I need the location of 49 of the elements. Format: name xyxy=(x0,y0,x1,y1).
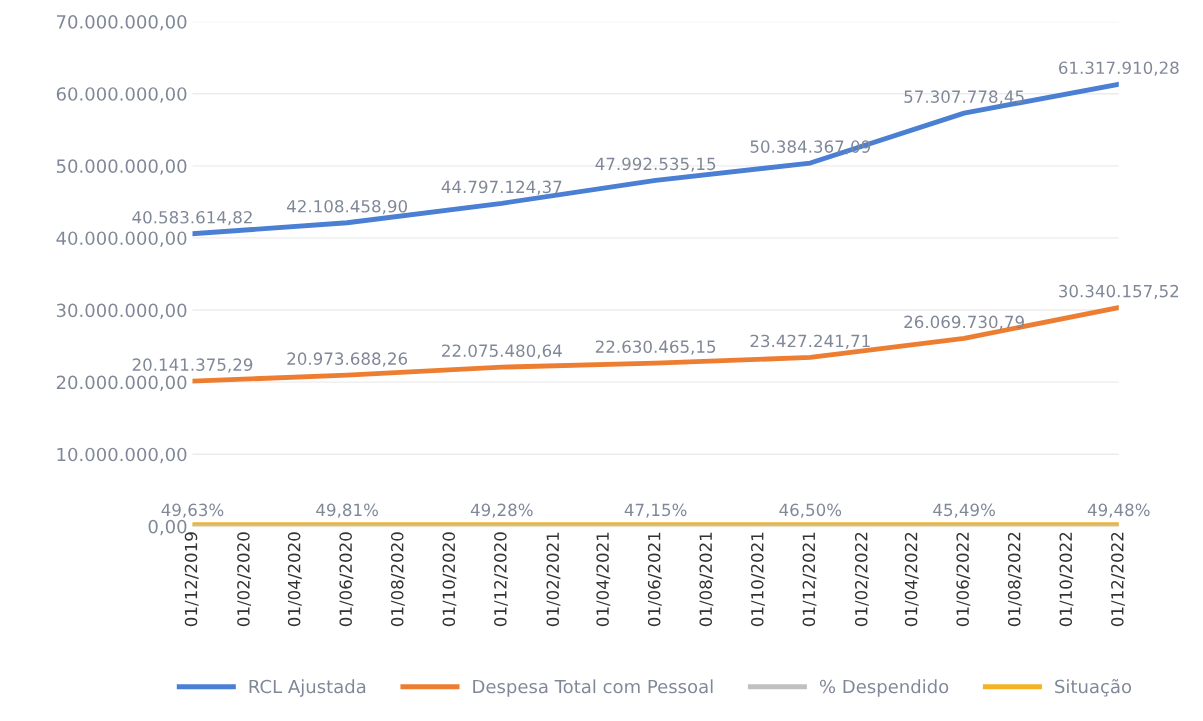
data-label: 49,63% xyxy=(161,503,224,518)
x-tick-label: 01/06/2021 xyxy=(647,532,662,627)
data-label: 49,48% xyxy=(1087,503,1150,518)
data-label: 23.427.241,71 xyxy=(750,334,870,349)
data-label: 40.583.614,82 xyxy=(132,210,252,226)
x-tick-label: 01/08/2021 xyxy=(699,532,714,627)
data-label: 45,49% xyxy=(933,503,995,518)
data-label: 61.317.910,28 xyxy=(1058,61,1179,76)
x-tick-label: 01/12/2020 xyxy=(494,532,508,627)
data-label: 26.069.730,79 xyxy=(904,315,1024,330)
data-label: 47.992.535,15 xyxy=(595,157,716,172)
x-tick-label: 01/08/2022 xyxy=(1007,532,1022,627)
data-label: 42.108.458,90 xyxy=(287,199,408,215)
x-tick-label: 01/02/2020 xyxy=(237,532,252,627)
x-tick-label: 01/04/2022 xyxy=(904,532,919,627)
x-tick-label: 01/06/2022 xyxy=(956,532,971,627)
x-tick-label: 01/02/2022 xyxy=(854,532,869,627)
data-label: 49,81% xyxy=(316,503,378,518)
x-tick-label: 01/10/2021 xyxy=(750,532,765,627)
x-tick-label: 01/12/2022 xyxy=(1111,532,1125,627)
data-label: 49,28% xyxy=(470,503,533,518)
legend-label: % Despendido xyxy=(819,679,949,697)
x-tick-label: 01/12/2021 xyxy=(802,532,817,627)
y-tick-label: 50.000.000,00 xyxy=(56,159,187,175)
x-tick-label: 01/10/2022 xyxy=(1059,532,1074,627)
y-tick-label: 10.000.000,00 xyxy=(57,447,187,464)
x-tick-label: 01/06/2020 xyxy=(339,532,354,627)
y-tick-label: 70.000.000,00 xyxy=(57,15,187,31)
legend-label: RCL Ajustada xyxy=(249,679,366,697)
data-label: 44.797.124,37 xyxy=(441,180,562,195)
y-tick-label: 30.000.000,00 xyxy=(56,303,187,319)
data-label: 30.340.157,52 xyxy=(1059,284,1179,300)
legend-label: Despesa Total com Pessoal xyxy=(473,679,713,697)
legend-label: Situação xyxy=(1055,679,1132,697)
data-label: 20.141.375,29 xyxy=(132,358,253,373)
data-label: 46,50% xyxy=(779,503,842,518)
x-tick-label: 01/04/2020 xyxy=(287,532,302,627)
x-tick-label: 01/10/2020 xyxy=(442,532,457,627)
y-tick-label: 20.000.000,00 xyxy=(56,375,187,392)
data-label: 22.075.480,64 xyxy=(442,344,562,359)
data-label: 47,15% xyxy=(624,503,687,518)
x-tick-label: 01/04/2021 xyxy=(596,532,611,627)
x-tick-label: 01/02/2021 xyxy=(546,532,561,627)
y-tick-label: 40.000.000,00 xyxy=(56,231,187,247)
data-label: 57.307.778,45 xyxy=(904,90,1024,105)
data-label: 22.630.465,15 xyxy=(595,340,716,355)
data-label: 20.973.688,26 xyxy=(287,352,408,367)
x-tick-label: 01/08/2020 xyxy=(390,532,405,627)
y-tick-label: 60.000.000,00 xyxy=(56,87,187,103)
